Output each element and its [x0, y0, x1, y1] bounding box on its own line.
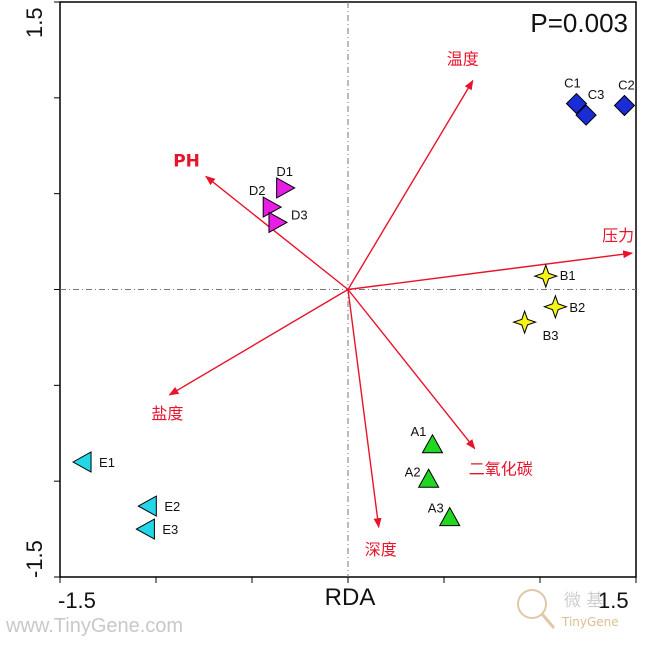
env-arrow-2 [347, 250, 634, 291]
env-arrow-label-5: 深度 [365, 540, 397, 559]
sample-marker-E1 [72, 451, 92, 473]
env-arrow-4 [347, 289, 476, 450]
x-axis-label: RDA [324, 584, 376, 611]
env-arrow-label-3: 盐度 [151, 404, 183, 423]
sample-label-D3: D3 [291, 207, 308, 222]
sample-label-A3: A3 [428, 501, 444, 516]
sample-marker-B2 [542, 294, 568, 320]
sample-label-C1: C1 [564, 76, 581, 91]
x-tick-label-max: 1.5 [598, 588, 629, 613]
sample-label-A2: A2 [405, 464, 421, 479]
tinygene-logo-watermark: 微 基 TinyGene [517, 589, 619, 629]
watermark-logo-en: TinyGene [561, 615, 619, 629]
env-arrow-5 [347, 289, 382, 529]
sample-label-D1: D1 [276, 164, 293, 179]
y-tick-label-max: 1.5 [22, 7, 47, 38]
sample-marker-D2 [262, 196, 283, 218]
env-arrow-label-2: 压力 [602, 226, 634, 245]
sample-marker-A2 [417, 468, 440, 488]
sample-label-D2: D2 [249, 183, 266, 198]
watermark-url: www.TinyGene.com [6, 615, 184, 637]
sample-label-B2: B2 [569, 300, 585, 315]
sample-marker-C3 [575, 104, 597, 126]
sample-marker-C2 [613, 94, 636, 117]
sample-marker-E3 [135, 518, 155, 540]
sample-label-E2: E2 [164, 499, 180, 514]
watermark-logo-cn: 微 基 [564, 591, 603, 611]
sample-marker-D3 [268, 211, 288, 234]
sample-label-E1: E1 [99, 455, 115, 470]
y-tick-label-min: -1.5 [22, 540, 47, 578]
env-arrow-0 [347, 79, 474, 290]
env-arrow-1 [205, 175, 349, 291]
sample-marker-D1 [276, 177, 296, 199]
env-arrow-3 [168, 288, 349, 396]
sample-marker-B3 [512, 309, 538, 335]
x-tick-label-min: -1.5 [58, 588, 96, 613]
sample-label-E3: E3 [162, 522, 178, 537]
env-arrow-label-0: 温度 [447, 50, 479, 69]
sample-label-C3: C3 [588, 87, 605, 102]
sample-marker-A1 [421, 433, 444, 454]
env-arrow-label-4: 二氧化碳 [469, 460, 533, 479]
sample-label-B1: B1 [560, 268, 576, 283]
sample-marker-C1 [565, 92, 588, 115]
sample-marker-A3 [438, 506, 461, 527]
sample-label-C2: C2 [618, 78, 635, 93]
env-arrow-label-1: PH [173, 151, 200, 171]
sample-marker-B1 [533, 263, 559, 289]
sample-marker-E2 [137, 495, 157, 517]
p-value-annotation: P=0.003 [530, 8, 628, 38]
sample-label-A1: A1 [411, 424, 427, 439]
sample-label-B3: B3 [543, 328, 559, 343]
